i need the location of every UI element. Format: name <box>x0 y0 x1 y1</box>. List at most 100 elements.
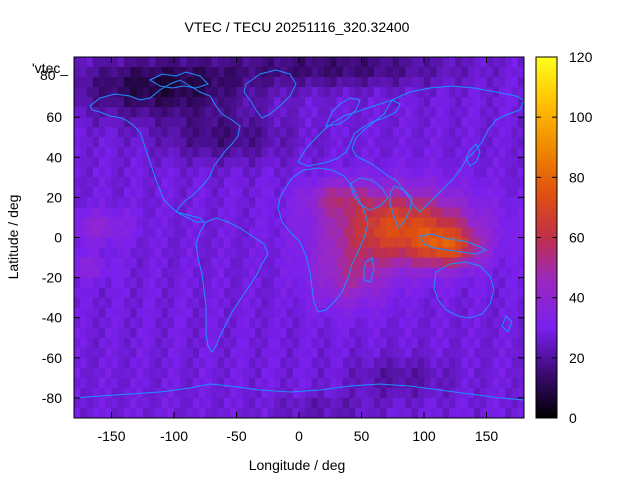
heatmap-cell <box>167 317 175 329</box>
heatmap-cell <box>161 227 169 239</box>
heatmap-cell <box>249 137 256 148</box>
heatmap-cell <box>517 367 524 379</box>
heatmap-cell <box>405 77 413 88</box>
heatmap-cell <box>80 237 88 249</box>
heatmap-cell <box>467 147 475 158</box>
heatmap-cell <box>449 297 456 309</box>
heatmap-cell <box>124 297 131 309</box>
heatmap-cell <box>224 377 231 389</box>
heatmap-cell <box>330 157 338 168</box>
heatmap-cell <box>280 77 288 88</box>
heatmap-cell <box>505 167 513 178</box>
heatmap-cell <box>111 57 119 68</box>
heatmap-cell <box>111 247 119 259</box>
heatmap-cell <box>467 377 475 389</box>
heatmap-cell <box>261 107 269 118</box>
heatmap-cell <box>336 247 344 259</box>
heatmap-cell <box>324 187 331 198</box>
heatmap-cell <box>280 407 288 418</box>
x-tick-label: -50 <box>226 428 246 444</box>
heatmap-cell <box>280 217 288 229</box>
heatmap-cell <box>230 167 238 178</box>
heatmap-cell <box>517 337 524 349</box>
heatmap-cell <box>274 297 281 309</box>
heatmap-cell <box>124 257 131 269</box>
heatmap-cell <box>361 267 369 279</box>
heatmap-cell <box>374 97 381 108</box>
heatmap-cell <box>399 227 406 239</box>
heatmap-cell <box>161 137 169 148</box>
heatmap-cell <box>355 267 363 279</box>
heatmap-cell <box>167 217 175 229</box>
heatmap-cell <box>455 247 463 259</box>
heatmap-cell <box>242 287 250 299</box>
heatmap-cell <box>342 147 350 158</box>
heatmap-cell <box>274 57 281 68</box>
heatmap-cell <box>249 207 256 219</box>
heatmap-cell <box>92 357 100 369</box>
heatmap-cell <box>467 407 475 418</box>
heatmap-cell <box>330 257 338 269</box>
heatmap-cell <box>74 77 81 88</box>
heatmap-cell <box>142 377 150 389</box>
heatmap-cell <box>392 117 400 128</box>
heatmap-cell <box>399 67 406 78</box>
heatmap-cell <box>274 97 281 108</box>
heatmap-cell <box>199 187 206 198</box>
heatmap-cell <box>417 77 425 88</box>
heatmap-cell <box>99 297 106 309</box>
heatmap-cell <box>149 97 156 108</box>
heatmap-cell <box>449 217 456 229</box>
heatmap-cell <box>361 377 369 389</box>
heatmap-cell <box>199 257 206 269</box>
heatmap-cell <box>461 207 469 219</box>
heatmap-cell <box>517 147 524 158</box>
heatmap-cell <box>336 237 344 249</box>
heatmap-cell <box>442 337 450 349</box>
heatmap-cell <box>467 387 475 399</box>
heatmap-cell <box>180 97 188 108</box>
heatmap-cell <box>442 177 450 188</box>
heatmap-cell <box>467 367 475 379</box>
x-tick-label: -100 <box>160 428 188 444</box>
heatmap-cell <box>455 357 463 369</box>
heatmap-cell <box>192 67 200 78</box>
heatmap-cell <box>180 137 188 148</box>
heatmap-cell <box>436 307 444 319</box>
heatmap-cell <box>255 277 263 289</box>
heatmap-cell <box>199 317 206 329</box>
heatmap-cell <box>374 167 381 178</box>
heatmap-cell <box>242 407 250 418</box>
heatmap-cell <box>430 57 438 68</box>
heatmap-cell <box>449 207 456 219</box>
heatmap-cell <box>255 337 263 349</box>
heatmap-cell <box>167 377 175 389</box>
heatmap-cell <box>374 147 381 158</box>
heatmap-cell <box>336 197 344 209</box>
heatmap-cell <box>124 377 131 389</box>
heatmap-cell <box>499 117 506 128</box>
heatmap-cell <box>499 147 506 158</box>
heatmap-cell <box>236 227 244 239</box>
heatmap-cell <box>142 167 150 178</box>
heatmap-cell <box>286 297 294 309</box>
heatmap-cell <box>355 217 363 229</box>
heatmap-cell <box>317 397 325 409</box>
heatmap-cell <box>449 57 456 68</box>
coastline-south-america <box>195 217 269 353</box>
heatmap-cell <box>455 197 463 209</box>
heatmap-cell <box>417 177 425 188</box>
heatmap-cell <box>236 147 244 158</box>
heatmap-cell <box>105 267 113 279</box>
heatmap-cell <box>292 227 300 239</box>
heatmap-cell <box>192 127 200 138</box>
heatmap-cell <box>242 147 250 158</box>
heatmap-cell <box>392 57 400 68</box>
heatmap-cell <box>517 237 524 249</box>
heatmap-cell <box>199 177 206 188</box>
heatmap-cell <box>186 287 194 299</box>
heatmap-cell <box>255 67 263 78</box>
heatmap-cell <box>267 157 275 168</box>
heatmap-cell <box>386 297 394 309</box>
heatmap-cell <box>199 277 206 289</box>
